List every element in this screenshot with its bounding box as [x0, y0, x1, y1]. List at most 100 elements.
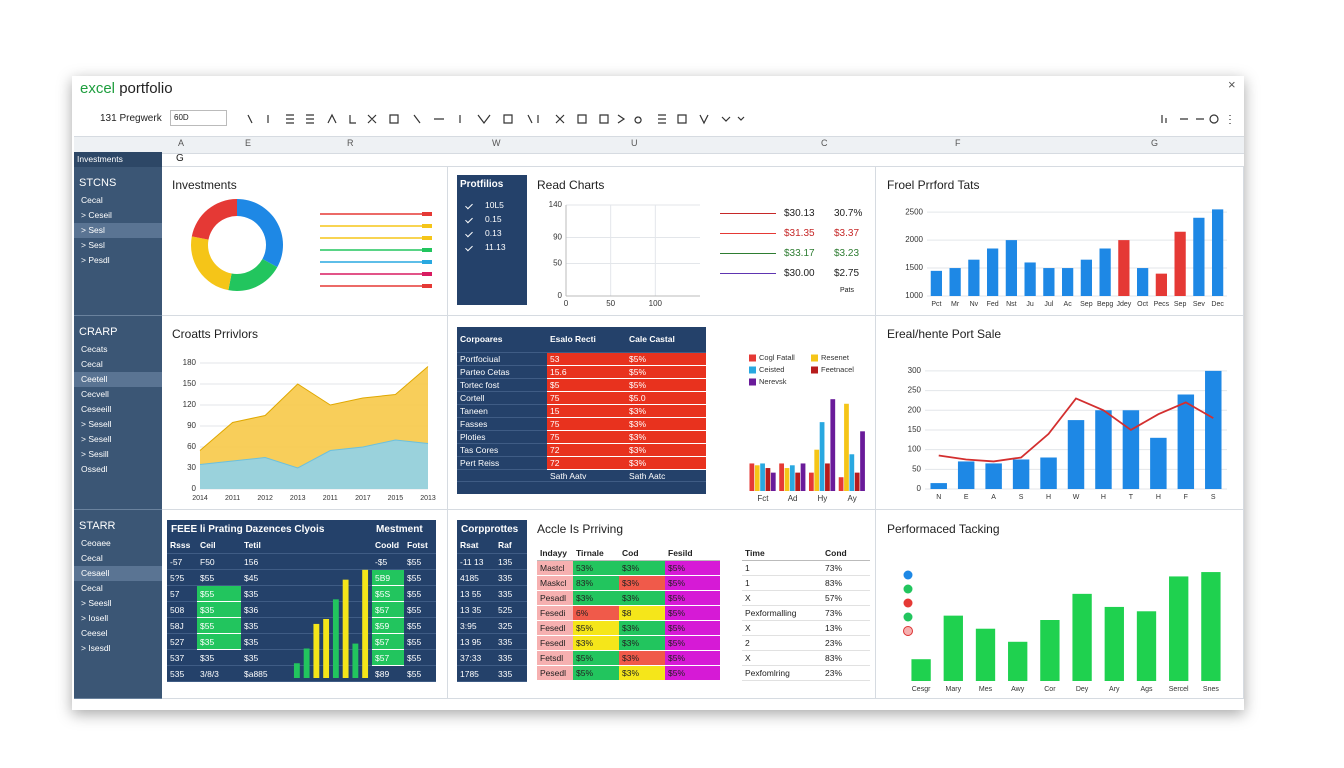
- table-cell: $5%: [665, 651, 720, 666]
- panel: [162, 316, 448, 510]
- table-cell: 72: [547, 457, 626, 470]
- x-tick-label: Oct: [1137, 301, 1148, 308]
- x-tick-label: Ags: [1140, 686, 1153, 693]
- table-cell: Portfociual: [457, 353, 547, 366]
- x-tick-label: Jdey: [1116, 301, 1131, 308]
- x-tick-label: E: [964, 494, 969, 501]
- legend-row: $31.35 $3.37: [720, 223, 870, 243]
- table-cell: 83%: [822, 651, 870, 666]
- sidebar-item: Cecal: [81, 359, 103, 369]
- legend-amount: $30.13: [784, 207, 815, 219]
- table-header: Cond: [822, 546, 870, 561]
- table-cell: Fesedl: [537, 621, 573, 636]
- table-cell: 335: [495, 570, 527, 586]
- bar: [332, 599, 339, 678]
- area-fill: [200, 440, 428, 489]
- corp-prices-table: Rsat Raf -11 13 135 4185 335 13 55 335 13 35 525 3…: [457, 538, 527, 682]
- table-cell: 508: [167, 602, 197, 618]
- bar: [808, 472, 814, 491]
- table-cell: $5%: [573, 651, 619, 666]
- y-tick-label: 0: [917, 484, 922, 493]
- panel-title: Investments: [172, 178, 237, 192]
- table-cell: $5%: [665, 666, 720, 681]
- legend-dot: [903, 598, 913, 608]
- bar: [1008, 641, 1028, 681]
- portfolio-item: 0.13: [465, 226, 527, 240]
- table-cell: Fesedi: [537, 606, 573, 621]
- bar: [1136, 611, 1157, 681]
- table-cell: $5%: [665, 621, 720, 636]
- check-icon: [465, 201, 473, 209]
- panel: [448, 510, 876, 699]
- sidebar-item: Ceesel: [81, 628, 108, 638]
- column-letter: R: [347, 138, 354, 148]
- table-header: Rsss: [167, 538, 197, 554]
- table-cell: 75: [547, 418, 626, 431]
- bar: [1040, 457, 1057, 489]
- legend-swatch: [811, 366, 818, 374]
- x-tick-label: Ay: [848, 494, 857, 503]
- table-cell: $3%: [626, 431, 706, 444]
- donut-chart: [191, 199, 432, 291]
- x-tick-label: Sep: [1174, 301, 1187, 308]
- bar: [765, 468, 771, 491]
- x-tick-label: S: [1211, 494, 1216, 501]
- legend-change: $3.23: [834, 247, 860, 259]
- table-header: Cod: [619, 546, 665, 561]
- bar: [1095, 410, 1112, 489]
- table-cell: $55: [404, 602, 436, 618]
- check-icon: [465, 229, 473, 237]
- sidebar-item: Ceetell: [74, 372, 162, 387]
- table-cell: $89: [372, 666, 404, 682]
- legend-line: [720, 212, 776, 214]
- legend-row: $30.00 $2.75: [720, 263, 870, 283]
- table-cell: 15.6: [547, 366, 626, 379]
- x-tick-label: 0: [564, 299, 569, 308]
- table-cell: Parteo Cetas: [457, 366, 547, 379]
- table-cell: 1785: [457, 666, 495, 682]
- panel: [162, 510, 448, 699]
- sidebar-item: Cesaell: [74, 566, 162, 581]
- bar: [1169, 576, 1189, 681]
- panel: [162, 167, 448, 316]
- combo-chart: 0 50 100 150 200 250 300 N E A S H W H T H F S: [908, 366, 1227, 501]
- table-cell: [291, 618, 372, 634]
- table-cell: [291, 570, 372, 586]
- table-cell: Fesedl: [537, 636, 573, 651]
- table-cell: $3%: [626, 457, 706, 470]
- table-cell: 13 95: [457, 634, 495, 650]
- x-tick-label: Jul: [1044, 301, 1053, 308]
- y-tick-label: 200: [908, 405, 922, 414]
- table-cell: $5%: [573, 666, 619, 681]
- table-cell: $5%: [665, 561, 720, 576]
- table-cell: $35: [241, 618, 291, 634]
- table-cell: $55: [404, 570, 436, 586]
- bar: [1150, 437, 1167, 489]
- table-header: Cale Castal: [626, 327, 706, 353]
- table-cell: 1: [742, 576, 822, 591]
- sidebar-title: STCNS: [79, 177, 117, 189]
- table-cell: -57: [167, 554, 197, 570]
- table-cell: $35: [197, 634, 241, 650]
- toolbar-field[interactable]: 60D: [170, 110, 227, 126]
- sidebar-item: > Sesl: [74, 223, 162, 238]
- close-button[interactable]: ×: [1228, 77, 1236, 92]
- table-cell: $45: [241, 570, 291, 586]
- table-cell: X: [742, 651, 822, 666]
- legend-swatch: [422, 224, 432, 228]
- legend-change: $2.75: [834, 267, 860, 279]
- bar: [860, 431, 865, 491]
- table-cell: Pesedl: [537, 666, 573, 681]
- toolbar-icons: [247, 113, 745, 125]
- x-tick-label: W: [1073, 494, 1080, 501]
- x-tick-label: Nv: [970, 301, 979, 308]
- table-cell: 527: [167, 634, 197, 650]
- sidebar-item: > Sesl: [81, 240, 105, 250]
- sidebar-item: Ceseeill: [81, 404, 112, 414]
- table-cell: $5%: [665, 636, 720, 651]
- x-tick-label: H: [1046, 494, 1051, 501]
- y-tick-label: 1500: [905, 263, 923, 272]
- table-cell: 13 55: [457, 586, 495, 602]
- table-cell: [457, 470, 547, 482]
